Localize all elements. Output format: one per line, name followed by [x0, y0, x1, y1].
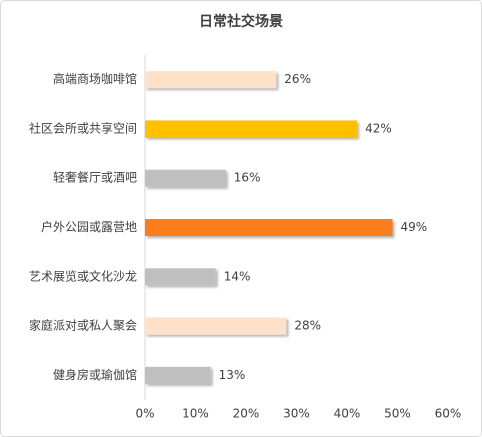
value-label: 28%: [294, 319, 321, 333]
y-tick-label: 健身房或瑜伽馆: [53, 367, 137, 382]
x-tick-label: 30%: [283, 407, 310, 421]
value-label: 13%: [219, 368, 246, 382]
x-tick-label: 40%: [334, 407, 361, 421]
y-tick-label: 社区会所或共享空间: [29, 120, 137, 135]
y-tick-label: 高端商场咖啡馆: [53, 71, 137, 86]
bar: [145, 268, 216, 286]
bar: [145, 71, 277, 89]
value-label: 26%: [284, 72, 311, 86]
value-label: 42%: [365, 121, 392, 135]
chart-title: 日常社交场景: [199, 13, 283, 30]
x-tick-label: 60%: [435, 407, 462, 421]
y-tick-label: 户外公园或露营地: [41, 219, 137, 234]
x-tick-label: 20%: [233, 407, 260, 421]
bar: [145, 317, 287, 335]
y-tick-label: 家庭派对或私人聚会: [29, 318, 137, 333]
y-tick-label: 艺术展览或文化沙龙: [29, 268, 137, 283]
y-tick-label: 轻奢餐厅或酒吧: [53, 170, 137, 185]
value-label: 14%: [224, 269, 251, 283]
bar: [145, 169, 226, 187]
x-tick-label: 10%: [182, 407, 209, 421]
value-label: 49%: [400, 220, 427, 234]
x-tick-label: 50%: [384, 407, 411, 421]
x-tick-label: 0%: [135, 407, 154, 421]
bar: [145, 366, 211, 384]
value-label: 16%: [234, 171, 261, 185]
bar: [145, 219, 393, 236]
bar: [145, 120, 358, 138]
